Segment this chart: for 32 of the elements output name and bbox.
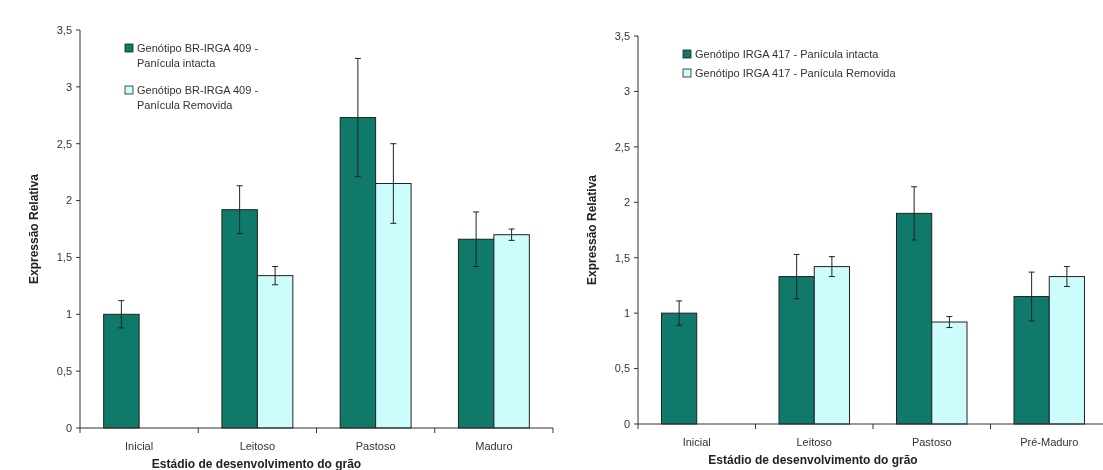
x-tick-label: Maduro — [475, 440, 513, 452]
y-tick-label: 1 — [623, 306, 630, 319]
x-axis-title: Estádio de desenvolvimento do grão — [708, 453, 918, 467]
x-tick-label: Pastoso — [355, 440, 396, 452]
y-axis-title: Expressão Relativa — [585, 174, 599, 286]
y-tick-label: 2 — [623, 196, 630, 209]
y-tick-label: 0 — [623, 417, 630, 430]
x-tick-label: Leitoso — [239, 440, 276, 452]
legend-label: Genótipo IRGA 417 - Panícula intacta — [695, 48, 880, 60]
x-tick-label: Leitoso — [796, 436, 832, 448]
y-tick-label: 3 — [623, 85, 630, 98]
y-tick-label: 3,5 — [56, 23, 72, 36]
legend-label: Genótipo IRGA 417 - Panícula Removida — [695, 67, 897, 79]
y-tick-label: 0 — [65, 421, 72, 434]
y-tick-label: 0,5 — [614, 362, 630, 375]
y-tick-label: 3 — [65, 80, 72, 93]
legend-label: Genótipo BR-IRGA 409 - Panícula intacta — [137, 42, 259, 69]
y-tick-label: 3,5 — [614, 29, 630, 42]
x-axis-title: Estádio de desenvolvimento do grão — [151, 457, 362, 470]
y-tick-label: 1,5 — [56, 251, 72, 264]
legend-label: Genótipo BR-IRGA 409 - Panícula Removida — [137, 84, 259, 111]
x-tick-label: Inicial — [682, 436, 711, 448]
y-tick-label: 1,5 — [614, 251, 630, 264]
x-tick-label: Pré-Maduro — [1020, 436, 1079, 448]
x-tick-label: Inicial — [125, 440, 154, 452]
y-axis-title: Expressão Relativa — [27, 173, 41, 285]
y-tick-label: 2,5 — [614, 140, 630, 153]
y-tick-label: 0,5 — [56, 364, 72, 377]
x-tick-label: Pastoso — [911, 436, 952, 448]
y-tick-label: 1 — [65, 308, 72, 321]
y-tick-label: 2 — [65, 194, 72, 207]
y-tick-label: 2,5 — [56, 137, 72, 150]
